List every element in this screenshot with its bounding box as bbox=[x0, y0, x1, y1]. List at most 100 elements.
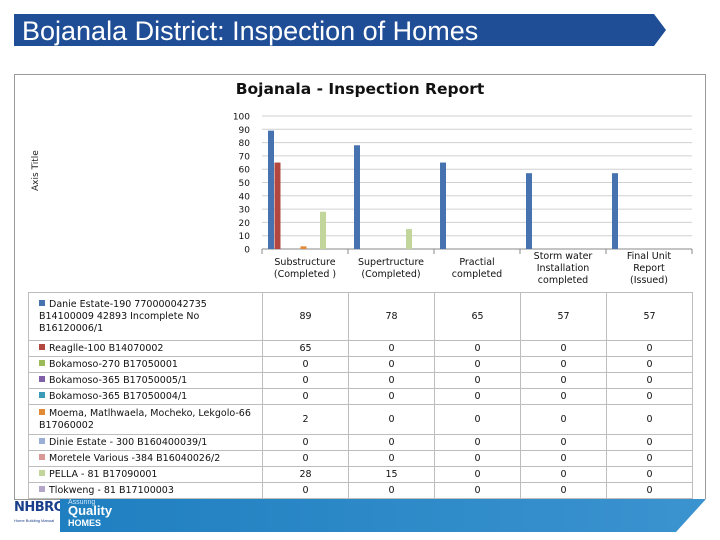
value-cell: 0 bbox=[606, 388, 693, 405]
title-banner-shape bbox=[14, 14, 666, 46]
bar bbox=[612, 173, 618, 249]
value-cell: 0 bbox=[434, 404, 521, 435]
y-tick-label: 70 bbox=[239, 152, 251, 162]
value-cell: 0 bbox=[262, 356, 349, 373]
nhbrc-logo: NHBRC Home Building Manual bbox=[14, 497, 63, 531]
y-tick-label: 50 bbox=[239, 179, 251, 189]
legend-key bbox=[39, 453, 45, 460]
legend-key bbox=[39, 375, 45, 382]
series-name: Tlokweng - 81 B17100003 bbox=[49, 484, 174, 496]
value-cell: 0 bbox=[262, 388, 349, 405]
table-row: Bokamoso-365 B17050005/1 0 0 0 0 0 bbox=[28, 372, 693, 389]
value-cell: 0 bbox=[520, 404, 607, 435]
value-cell: 0 bbox=[262, 450, 349, 467]
x-tick-label-line: completed bbox=[451, 269, 503, 280]
value-cell: 0 bbox=[348, 434, 435, 451]
value-cell: 0 bbox=[606, 450, 693, 467]
value-cell: 0 bbox=[434, 482, 521, 499]
x-tick-label-line: (Completed ) bbox=[273, 269, 337, 280]
bar bbox=[354, 145, 360, 249]
series-name-cell: Moema, Matlhwaela, Mocheko, Lekgolo-66 B… bbox=[28, 404, 263, 435]
table-row: Bokamoso-270 B17050001 0 0 0 0 0 bbox=[28, 356, 693, 373]
series-name: PELLA - 81 B17090001 bbox=[49, 468, 158, 480]
series-name-cell: Bokamoso-365 B17050005/1 bbox=[28, 372, 263, 389]
value-cell: 0 bbox=[520, 372, 607, 389]
value-cell: 28 bbox=[262, 466, 349, 483]
legend-key bbox=[39, 343, 45, 350]
value-cell: 78 bbox=[348, 292, 435, 341]
series-name: Reaglle-100 B14070002 bbox=[49, 342, 164, 354]
bar bbox=[406, 229, 412, 249]
footer-bar-cut bbox=[676, 499, 706, 532]
bar bbox=[320, 211, 326, 249]
slide-title: Bojanala District: Inspection of Homes bbox=[22, 16, 479, 46]
y-tick-label: 0 bbox=[244, 246, 250, 256]
value-cell: 0 bbox=[348, 356, 435, 373]
series-name: Moema, Matlhwaela, Mocheko, Lekgolo-66 B… bbox=[39, 407, 251, 431]
series-name-cell: Moretele Various -384 B16040026/2 bbox=[28, 450, 263, 467]
value-cell: 89 bbox=[262, 292, 349, 341]
value-cell: 65 bbox=[434, 292, 521, 341]
value-cell: 0 bbox=[434, 388, 521, 405]
table-row: Danie Estate-190 770000042735 B14100009 … bbox=[28, 292, 693, 341]
value-cell: 0 bbox=[606, 434, 693, 451]
value-cell: 0 bbox=[434, 434, 521, 451]
value-cell: 0 bbox=[606, 466, 693, 483]
series-name: Bokamoso-270 B17050001 bbox=[49, 358, 178, 370]
bar bbox=[274, 162, 281, 249]
value-cell: 0 bbox=[262, 372, 349, 389]
y-tick-label: 20 bbox=[239, 219, 251, 229]
legend-key bbox=[39, 408, 45, 415]
series-name: Danie Estate-190 770000042735 B14100009 … bbox=[39, 298, 207, 334]
value-cell: 2 bbox=[262, 404, 349, 435]
table-row: PELLA - 81 B17090001 28 15 0 0 0 bbox=[28, 466, 693, 483]
y-tick-label: 80 bbox=[239, 139, 251, 149]
logo-subtext: Home Building Manual bbox=[14, 518, 55, 523]
x-tick-label-line: Final Unit bbox=[626, 251, 672, 262]
table-row: Reaglle-100 B14070002 65 0 0 0 0 bbox=[28, 340, 693, 357]
table-row: Moretele Various -384 B16040026/2 0 0 0 0 0 bbox=[28, 450, 693, 467]
value-cell: 0 bbox=[520, 340, 607, 357]
value-cell: 0 bbox=[606, 404, 693, 435]
footer-tagline-quality: Quality bbox=[68, 503, 113, 518]
value-cell: 0 bbox=[606, 356, 693, 373]
x-tick-label: Practial completed bbox=[434, 257, 520, 281]
series-name: Bokamoso-365 B17050004/1 bbox=[49, 390, 188, 402]
value-cell: 0 bbox=[520, 388, 607, 405]
value-cell: 0 bbox=[520, 356, 607, 373]
footer-tagline-small: Assuring bbox=[68, 499, 96, 506]
series-name: Bokamoso-365 B17050005/1 bbox=[49, 374, 188, 386]
x-tick-label-line: Practial bbox=[459, 257, 495, 268]
footer-tagline-homes: HOMES bbox=[68, 518, 102, 528]
value-cell: 0 bbox=[434, 466, 521, 483]
table-row: Tlokweng - 81 B17100003 0 0 0 0 0 bbox=[28, 482, 693, 499]
value-cell: 0 bbox=[262, 434, 349, 451]
x-tick-label-line: completed bbox=[537, 275, 589, 286]
table-row: Bokamoso-365 B17050004/1 0 0 0 0 0 bbox=[28, 388, 693, 405]
value-cell: 0 bbox=[520, 434, 607, 451]
value-cell: 0 bbox=[348, 404, 435, 435]
data-table: Danie Estate-190 770000042735 B14100009 … bbox=[28, 292, 693, 499]
x-tick-label-line: Installation bbox=[536, 263, 590, 274]
value-cell: 0 bbox=[434, 340, 521, 357]
bar bbox=[300, 246, 307, 249]
value-cell: 0 bbox=[606, 340, 693, 357]
series-name: Dinie Estate - 300 B160400039/1 bbox=[49, 436, 208, 448]
x-tick-label-line: Supertructure bbox=[358, 257, 424, 268]
value-cell: 0 bbox=[606, 372, 693, 389]
series-name-cell: Bokamoso-365 B17050004/1 bbox=[28, 388, 263, 405]
x-tick-label-line: Substructure bbox=[274, 257, 336, 268]
value-cell: 57 bbox=[606, 292, 693, 341]
legend-key bbox=[39, 485, 45, 492]
bar bbox=[526, 173, 532, 249]
value-cell: 0 bbox=[348, 388, 435, 405]
legend-key bbox=[39, 469, 45, 476]
y-tick-label: 60 bbox=[239, 166, 251, 176]
series-name-cell: Danie Estate-190 770000042735 B14100009 … bbox=[28, 292, 263, 341]
x-tick-label-line: (Completed) bbox=[361, 269, 421, 280]
bar bbox=[268, 130, 274, 249]
x-tick-label-line: (Issued) bbox=[629, 275, 668, 286]
series-name: Moretele Various -384 B16040026/2 bbox=[49, 452, 221, 464]
value-cell: 0 bbox=[434, 372, 521, 389]
y-tick-label: 40 bbox=[239, 192, 251, 202]
